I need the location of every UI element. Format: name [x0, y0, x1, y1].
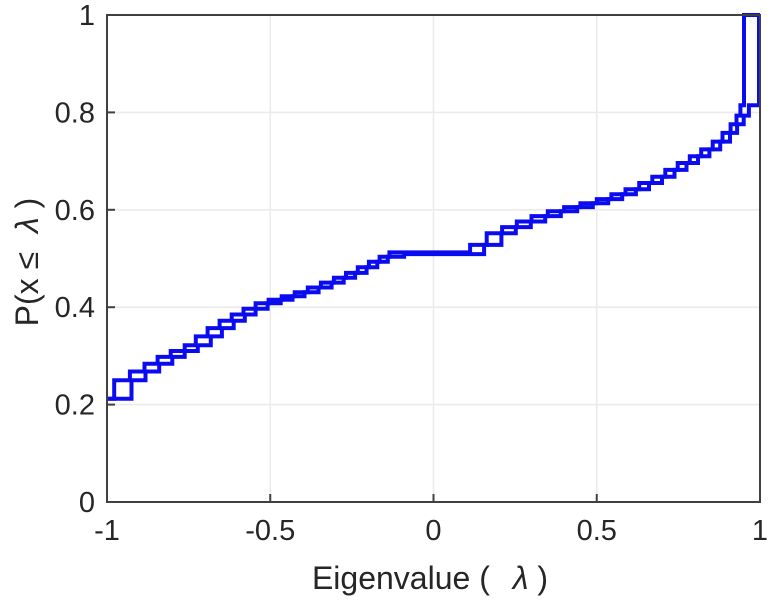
- tick-marks: [106, 14, 761, 503]
- y-axis-label-text: P(x ≤: [9, 252, 45, 326]
- y-axis-label-close: ): [9, 198, 45, 209]
- x-axis-label-close: ): [537, 560, 548, 596]
- x-tick-label: 1: [752, 515, 768, 547]
- y-tick-label: 0.2: [55, 390, 95, 422]
- tick-labels: -1 -0.5 0 0.5 1 0 0.2 0.4 0.6 0.8 1: [55, 0, 768, 547]
- x-axis-label-text: Eigenvalue (: [312, 560, 490, 596]
- x-tick-label: -1: [94, 515, 120, 547]
- y-tick-label: 1: [79, 0, 95, 32]
- y-tick-label: 0.6: [55, 195, 95, 227]
- x-tick-label: -0.5: [245, 515, 295, 547]
- cdf-curves: [107, 13, 761, 401]
- y-tick-label: 0.4: [55, 292, 95, 324]
- ecdf-curve-2: [107, 13, 761, 401]
- y-tick-label: 0.8: [55, 97, 95, 129]
- x-tick-label: 0.5: [577, 515, 617, 547]
- lambda-symbol: λ: [511, 560, 529, 596]
- grid-lines: [107, 15, 760, 502]
- y-axis-label: P(x ≤ λ ): [9, 198, 45, 327]
- x-axis-label: Eigenvalue ( λ ): [312, 560, 548, 596]
- x-tick-label: 0: [425, 515, 441, 547]
- lambda-symbol: λ: [9, 217, 45, 235]
- y-tick-label: 0: [79, 487, 95, 519]
